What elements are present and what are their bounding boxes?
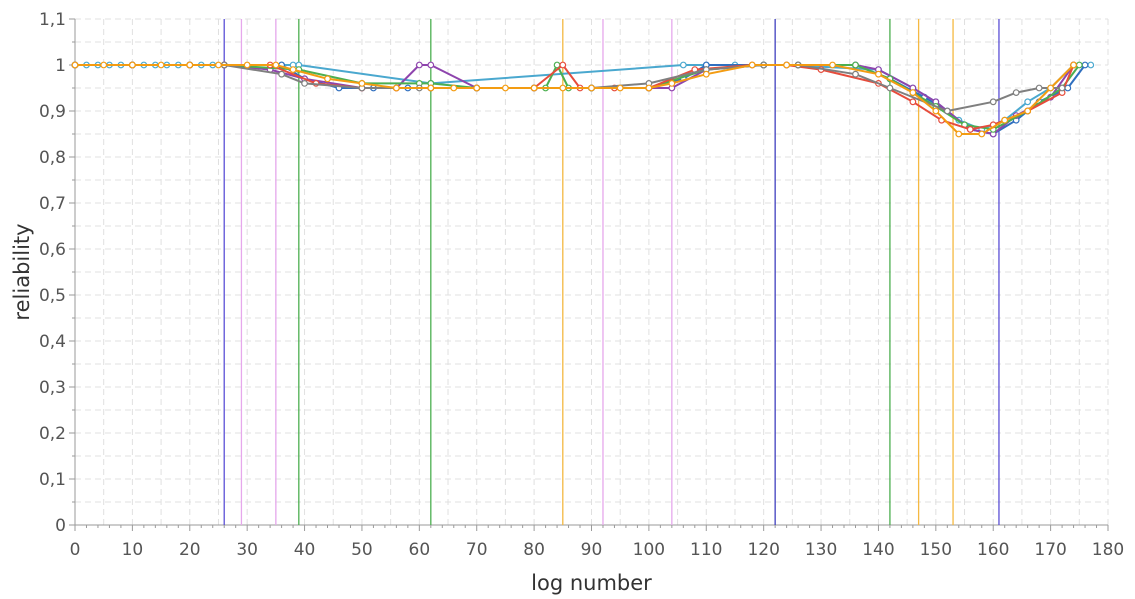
y-tick-label: 0,3 xyxy=(39,378,66,398)
tick-labels: 0 10 20 30 40 50 60 70 80 90 100 110 120 130 140 150 160… xyxy=(39,10,1124,560)
y-tick-label: 1 xyxy=(55,56,66,76)
data-point xyxy=(324,75,331,83)
x-axis-title: log number xyxy=(531,571,652,595)
x-tick-label: 40 xyxy=(294,540,316,560)
y-tick-label: 0,7 xyxy=(39,194,66,214)
series-layer xyxy=(71,61,1095,138)
x-tick-label: 170 xyxy=(1034,540,1066,560)
data-point xyxy=(978,130,986,138)
data-point xyxy=(645,84,653,92)
data-point xyxy=(1035,84,1043,92)
data-point xyxy=(852,70,859,78)
data-point xyxy=(679,61,687,69)
y-tick-label: 0,9 xyxy=(39,102,66,122)
data-point xyxy=(502,84,509,92)
data-point xyxy=(829,61,836,69)
data-point xyxy=(559,61,567,69)
data-point xyxy=(1012,89,1020,96)
data-point xyxy=(427,61,435,69)
data-point xyxy=(427,84,435,92)
y-tick-label: 0,4 xyxy=(39,332,66,352)
x-tick-label: 150 xyxy=(920,540,952,560)
x-tick-label: 50 xyxy=(351,540,373,560)
data-point xyxy=(1087,61,1095,69)
data-point xyxy=(243,61,251,69)
data-point xyxy=(289,66,297,73)
data-point xyxy=(852,61,859,69)
data-point xyxy=(1081,61,1089,69)
x-tick-label: 100 xyxy=(633,540,665,560)
data-point xyxy=(215,61,222,69)
data-point xyxy=(392,84,400,92)
data-point xyxy=(71,61,79,69)
data-point xyxy=(128,61,136,69)
grid-layer xyxy=(75,18,1109,525)
x-tick-label: 0 xyxy=(70,540,81,560)
data-point xyxy=(1070,61,1077,69)
data-point xyxy=(932,107,940,115)
data-point xyxy=(450,84,458,92)
x-tick-label: 130 xyxy=(805,540,837,560)
data-point xyxy=(278,70,286,78)
data-point xyxy=(1024,98,1032,106)
x-tick-label: 10 xyxy=(122,540,144,560)
data-point xyxy=(616,84,624,92)
data-point xyxy=(358,79,366,87)
data-point xyxy=(588,84,595,92)
data-point xyxy=(186,61,194,69)
data-point xyxy=(909,89,917,96)
y-tick-label: 0,6 xyxy=(39,240,66,260)
x-tick-label: 30 xyxy=(236,540,258,560)
y-tick-label: 0 xyxy=(55,516,66,536)
x-tick-label: 70 xyxy=(466,540,488,560)
data-point xyxy=(1058,84,1066,92)
y-tick-label: 0,2 xyxy=(39,424,66,444)
data-point xyxy=(473,84,481,92)
data-point xyxy=(989,98,997,106)
series-7 xyxy=(71,61,1077,138)
x-tick-label: 140 xyxy=(862,540,894,560)
data-point xyxy=(100,61,108,69)
x-tick-label: 20 xyxy=(179,540,201,560)
data-point xyxy=(157,61,165,69)
y-tick-label: 0,5 xyxy=(39,286,66,306)
y-tick-label: 0,8 xyxy=(39,148,66,168)
x-tick-label: 90 xyxy=(581,540,603,560)
data-point xyxy=(955,130,963,138)
data-point xyxy=(1047,84,1055,92)
x-tick-label: 160 xyxy=(977,540,1009,560)
data-point xyxy=(415,61,423,69)
x-tick-label: 60 xyxy=(409,540,431,560)
x-tick-label: 120 xyxy=(747,540,779,560)
data-point xyxy=(886,84,894,92)
data-point xyxy=(1001,116,1009,124)
data-point xyxy=(668,79,676,87)
data-point xyxy=(559,84,567,92)
data-point xyxy=(783,61,791,69)
data-point xyxy=(909,98,917,106)
vertical-markers xyxy=(223,19,1000,525)
data-point xyxy=(1024,107,1032,115)
data-point xyxy=(943,107,951,115)
y-tick-label: 0,1 xyxy=(39,470,66,490)
data-point xyxy=(301,79,308,87)
data-point xyxy=(272,61,280,69)
data-point xyxy=(875,70,882,78)
data-point xyxy=(702,70,710,78)
x-tick-label: 180 xyxy=(1092,540,1124,560)
axis-layer xyxy=(69,18,1109,531)
data-point xyxy=(530,84,538,92)
x-tick-label: 80 xyxy=(523,540,545,560)
data-point xyxy=(1075,61,1083,69)
x-tick-label: 110 xyxy=(690,540,722,560)
data-point xyxy=(966,125,974,133)
data-point xyxy=(748,61,756,69)
y-tick-label: 1,1 xyxy=(39,10,66,30)
y-axis-title: reliability xyxy=(10,223,34,320)
